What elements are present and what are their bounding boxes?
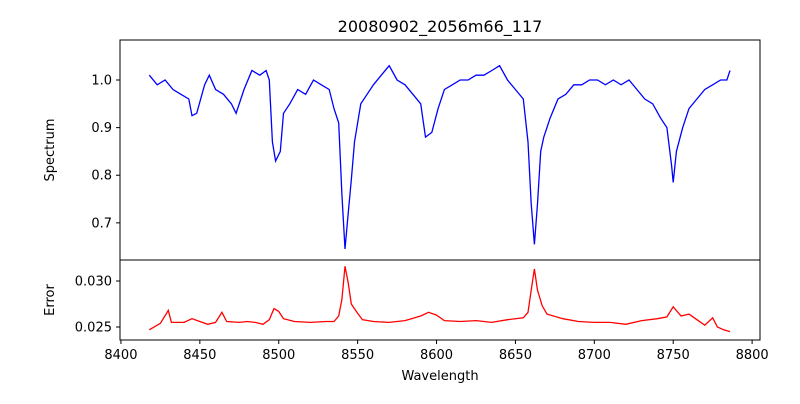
error-panel: 0.025 0.030 8400 8450 8500 8550 8600 8650 8700 87… (75, 259, 769, 363)
x-axis-label: Wavelength (401, 369, 478, 384)
spectrum-line (148, 64, 731, 250)
spectrum-panel: 0.7 0.8 0.9 1.0 (91, 39, 761, 261)
y-tick-label: 0.8 (91, 169, 112, 184)
x-tick-label: 8400 (104, 348, 137, 363)
y-tick-label: 0.9 (91, 121, 112, 136)
chart-title: 20080902_2056m66_117 (338, 17, 543, 37)
x-tick-label: 8650 (499, 348, 532, 363)
y-tick-label: 0.025 (75, 321, 112, 336)
x-tick-label: 8550 (341, 348, 374, 363)
bottom-y-axis-label: Error (43, 284, 58, 316)
x-tick-label: 8500 (262, 348, 295, 363)
axes-frame (119, 259, 761, 341)
y-tick-label: 1.0 (91, 74, 112, 89)
y-tick-label: 0.7 (91, 216, 112, 231)
x-tick-label: 8600 (420, 348, 453, 363)
error-line (148, 266, 731, 333)
axes-frame (119, 39, 761, 261)
y-tick-label: 0.030 (75, 274, 112, 289)
x-tick-label: 8800 (736, 348, 769, 363)
x-tick-label: 8750 (657, 348, 690, 363)
x-tick-label: 8700 (578, 348, 611, 363)
top-y-axis-label: Spectrum (43, 119, 58, 182)
x-tick-label: 8450 (183, 348, 216, 363)
